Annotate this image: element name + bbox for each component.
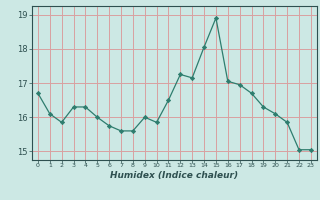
X-axis label: Humidex (Indice chaleur): Humidex (Indice chaleur) [110, 171, 238, 180]
